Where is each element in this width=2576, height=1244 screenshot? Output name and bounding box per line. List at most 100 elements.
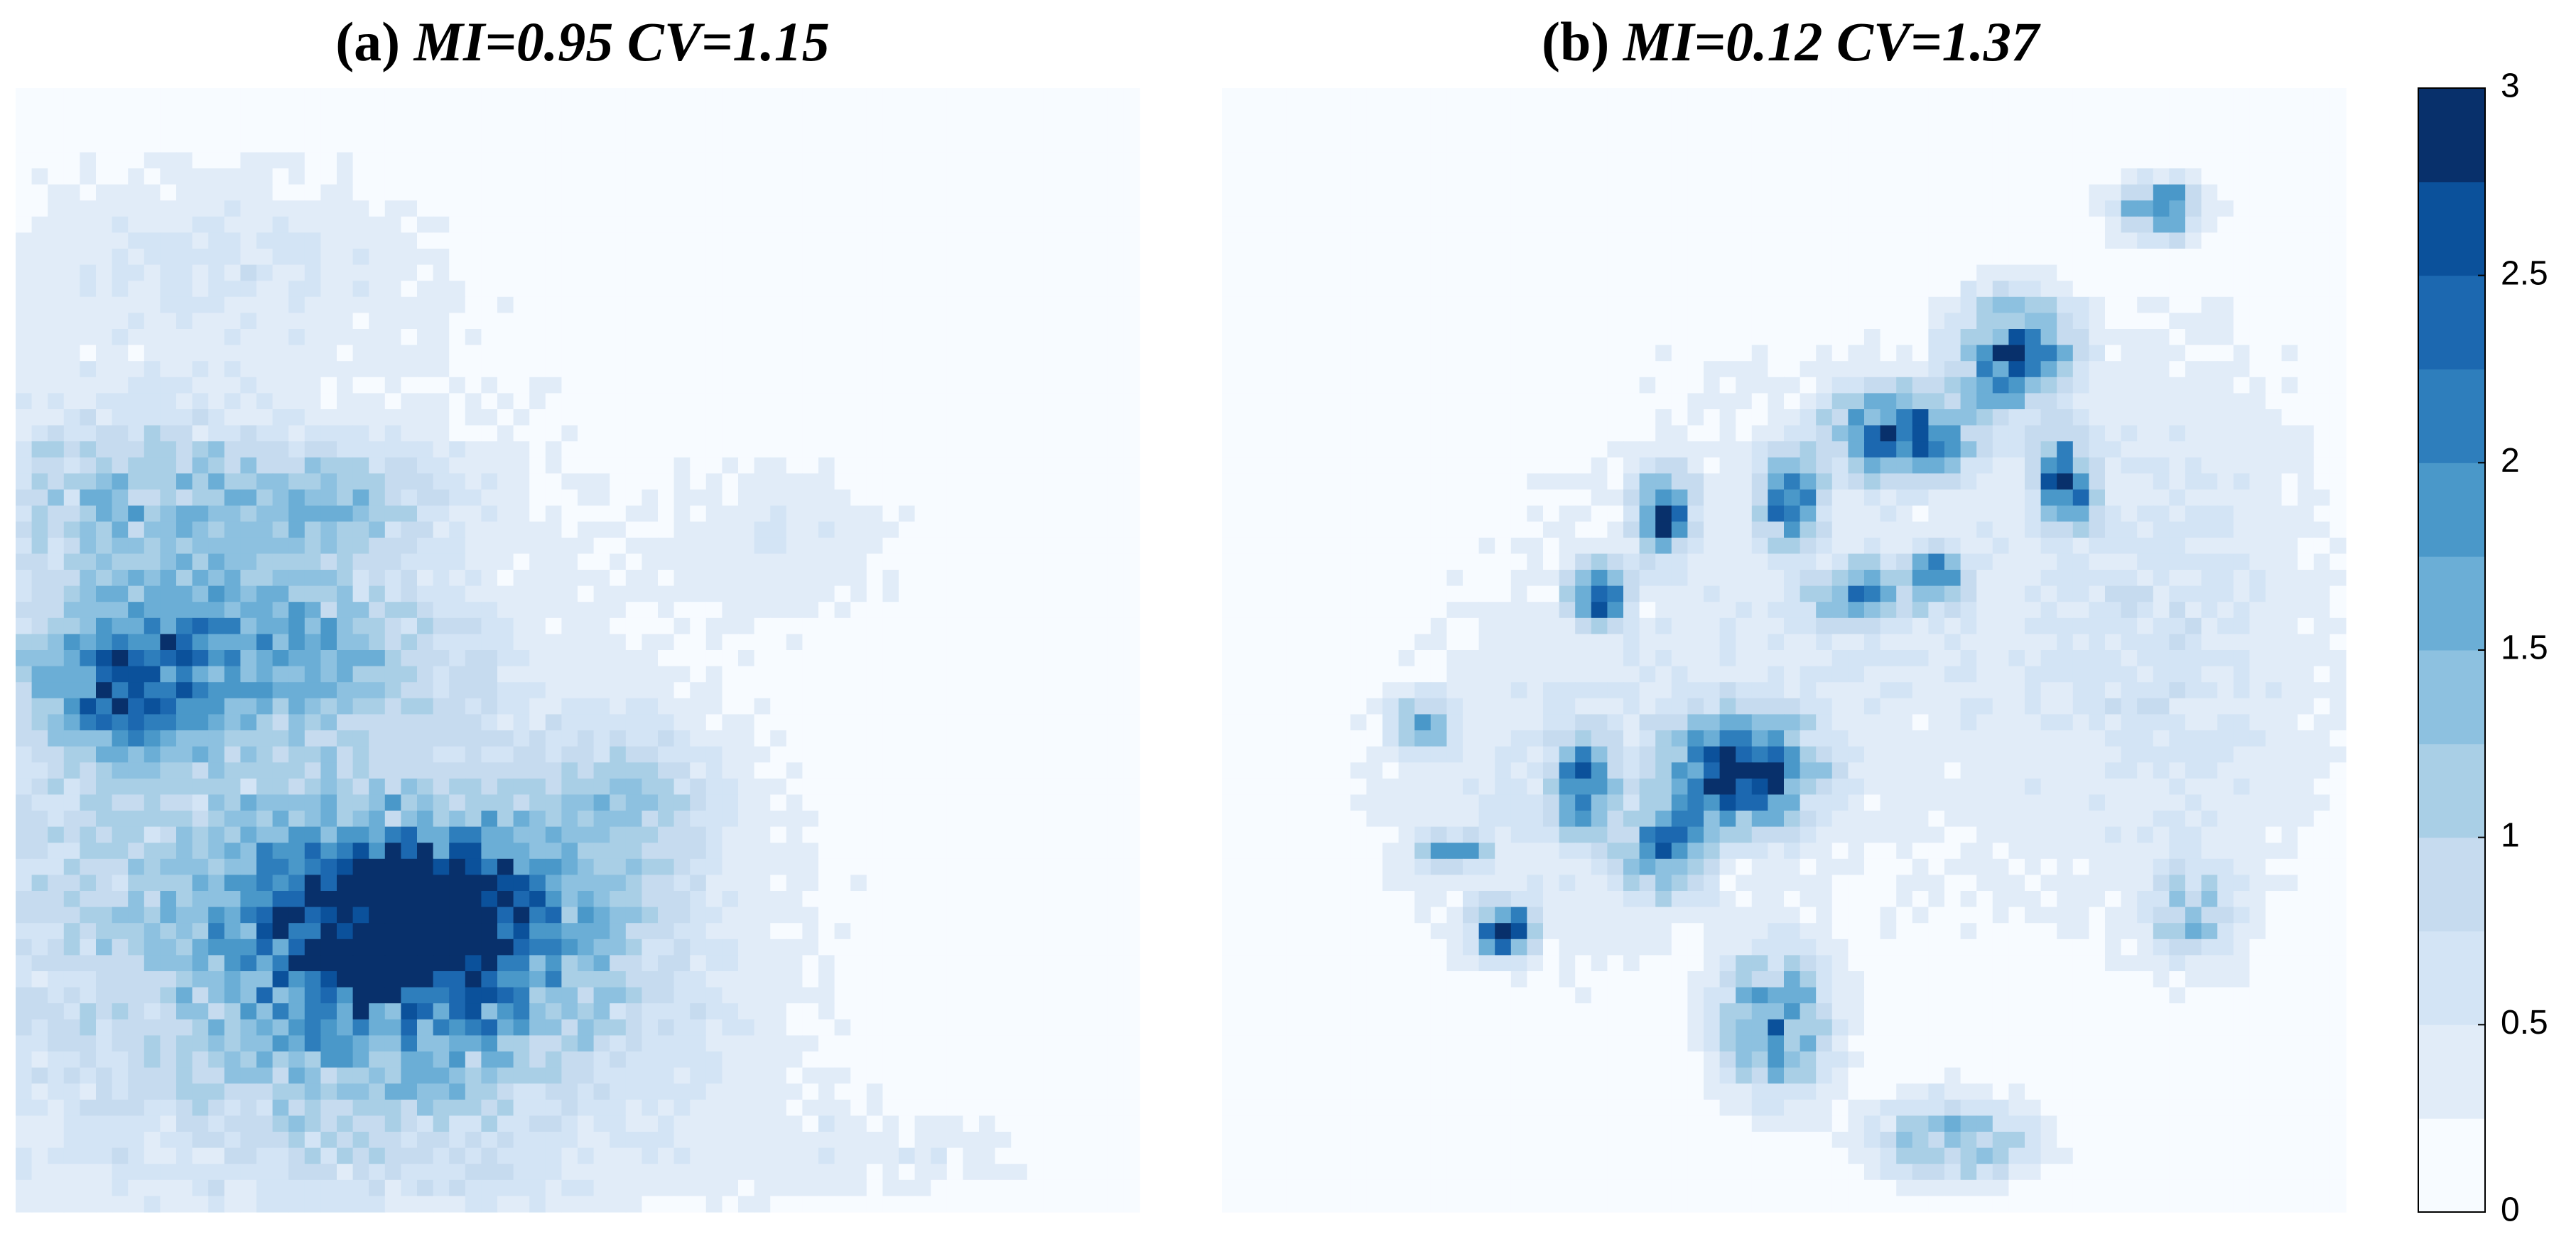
heatmap-cell bbox=[337, 361, 354, 378]
heatmap-cell bbox=[705, 1164, 723, 1181]
heatmap-cell bbox=[593, 296, 610, 313]
heatmap-cell bbox=[1059, 939, 1076, 956]
heatmap-cell bbox=[304, 778, 321, 795]
heatmap-cell bbox=[369, 152, 386, 169]
heatmap-cell bbox=[160, 249, 177, 266]
heatmap-cell bbox=[963, 987, 980, 1004]
heatmap-cell bbox=[834, 762, 851, 779]
heatmap-cell bbox=[578, 682, 595, 699]
heatmap-cell bbox=[497, 249, 514, 266]
heatmap-cell bbox=[818, 393, 835, 410]
heatmap-cell bbox=[497, 1099, 514, 1116]
heatmap-cell bbox=[754, 1019, 771, 1036]
heatmap-cell bbox=[738, 216, 755, 233]
heatmap-cell bbox=[802, 1035, 819, 1052]
heatmap-cell bbox=[1075, 393, 1092, 410]
heatmap-cell bbox=[963, 490, 980, 507]
heatmap-cell bbox=[80, 281, 97, 298]
heatmap-cell bbox=[304, 1035, 321, 1052]
heatmap-cell bbox=[946, 1019, 963, 1036]
heatmap-cell bbox=[288, 457, 305, 474]
heatmap-cell bbox=[1043, 891, 1060, 908]
heatmap-cell bbox=[304, 923, 321, 940]
heatmap-cell bbox=[818, 200, 835, 217]
heatmap-cell bbox=[417, 746, 434, 763]
heatmap-cell bbox=[63, 136, 80, 153]
heatmap-cell bbox=[384, 1147, 401, 1164]
heatmap-cell bbox=[818, 281, 835, 298]
heatmap-cell bbox=[369, 1035, 386, 1052]
heatmap-cell bbox=[320, 409, 337, 426]
heatmap-cell bbox=[240, 200, 257, 217]
heatmap-cell bbox=[979, 971, 996, 988]
heatmap-cell bbox=[337, 232, 354, 249]
heatmap-cell bbox=[304, 313, 321, 330]
heatmap-cell bbox=[304, 602, 321, 619]
heatmap-cell bbox=[979, 746, 996, 763]
heatmap-cell bbox=[529, 762, 546, 779]
heatmap-cell bbox=[610, 762, 627, 779]
heatmap-cell bbox=[513, 361, 530, 378]
heatmap-cell bbox=[513, 939, 530, 956]
heatmap-cell bbox=[1107, 634, 1124, 651]
heatmap-cell bbox=[705, 602, 723, 619]
heatmap-cell bbox=[770, 521, 787, 539]
heatmap-cell bbox=[449, 617, 466, 634]
heatmap-cell bbox=[481, 473, 498, 490]
heatmap-cell bbox=[384, 1051, 401, 1069]
heatmap-cell bbox=[128, 955, 145, 972]
heatmap-cell bbox=[818, 650, 835, 667]
heatmap-cell bbox=[754, 971, 771, 988]
heatmap-cell bbox=[481, 794, 498, 811]
heatmap-cell bbox=[995, 120, 1012, 137]
heatmap-cell bbox=[754, 1132, 771, 1149]
heatmap-cell bbox=[625, 377, 642, 394]
heatmap-cell bbox=[449, 923, 466, 940]
heatmap-cell bbox=[866, 1196, 883, 1213]
heatmap-cell bbox=[786, 329, 803, 346]
heatmap-cell bbox=[529, 1179, 546, 1196]
heatmap-cell bbox=[625, 361, 642, 378]
heatmap-cell bbox=[31, 329, 48, 346]
heatmap-cell bbox=[208, 1132, 225, 1149]
heatmap-cell bbox=[16, 264, 33, 281]
heatmap-cell bbox=[673, 1115, 691, 1132]
heatmap-cell bbox=[1059, 1019, 1076, 1036]
heatmap-cell bbox=[963, 585, 980, 602]
heatmap-cell bbox=[578, 136, 595, 153]
heatmap-cell bbox=[786, 746, 803, 763]
heatmap-cell bbox=[738, 425, 755, 442]
heatmap-cell bbox=[1043, 152, 1060, 169]
heatmap-cell bbox=[63, 907, 80, 924]
heatmap-cell bbox=[192, 296, 209, 313]
heatmap-cell bbox=[834, 843, 851, 860]
heatmap-cell bbox=[2057, 88, 2074, 105]
heatmap-cell bbox=[433, 698, 450, 715]
heatmap-cell bbox=[690, 473, 707, 490]
heatmap-cell bbox=[320, 682, 337, 699]
heatmap-cell bbox=[561, 1099, 578, 1116]
heatmap-cell bbox=[144, 393, 161, 410]
heatmap-cell bbox=[1043, 666, 1060, 683]
heatmap-cell bbox=[513, 682, 530, 699]
heatmap-cell bbox=[48, 714, 65, 731]
heatmap-cell bbox=[866, 152, 883, 169]
heatmap-cell bbox=[497, 104, 514, 121]
heatmap-cell bbox=[352, 650, 369, 667]
heatmap-cell bbox=[802, 939, 819, 956]
heatmap-cell bbox=[673, 505, 691, 522]
heatmap-cell bbox=[128, 409, 145, 426]
heatmap-cell bbox=[899, 1019, 916, 1036]
heatmap-cell bbox=[979, 923, 996, 940]
heatmap-cell bbox=[112, 987, 129, 1004]
heatmap-cell bbox=[369, 778, 386, 795]
heatmap-cell bbox=[866, 1019, 883, 1036]
heatmap-cell bbox=[449, 1067, 466, 1084]
heatmap-cell bbox=[80, 313, 97, 330]
heatmap-cell bbox=[995, 345, 1012, 362]
heatmap-cell bbox=[352, 120, 369, 137]
heatmap-cell bbox=[673, 345, 691, 362]
heatmap-cell bbox=[1510, 88, 1527, 105]
heatmap-cell bbox=[722, 1132, 739, 1149]
heatmap-cell bbox=[529, 971, 546, 988]
